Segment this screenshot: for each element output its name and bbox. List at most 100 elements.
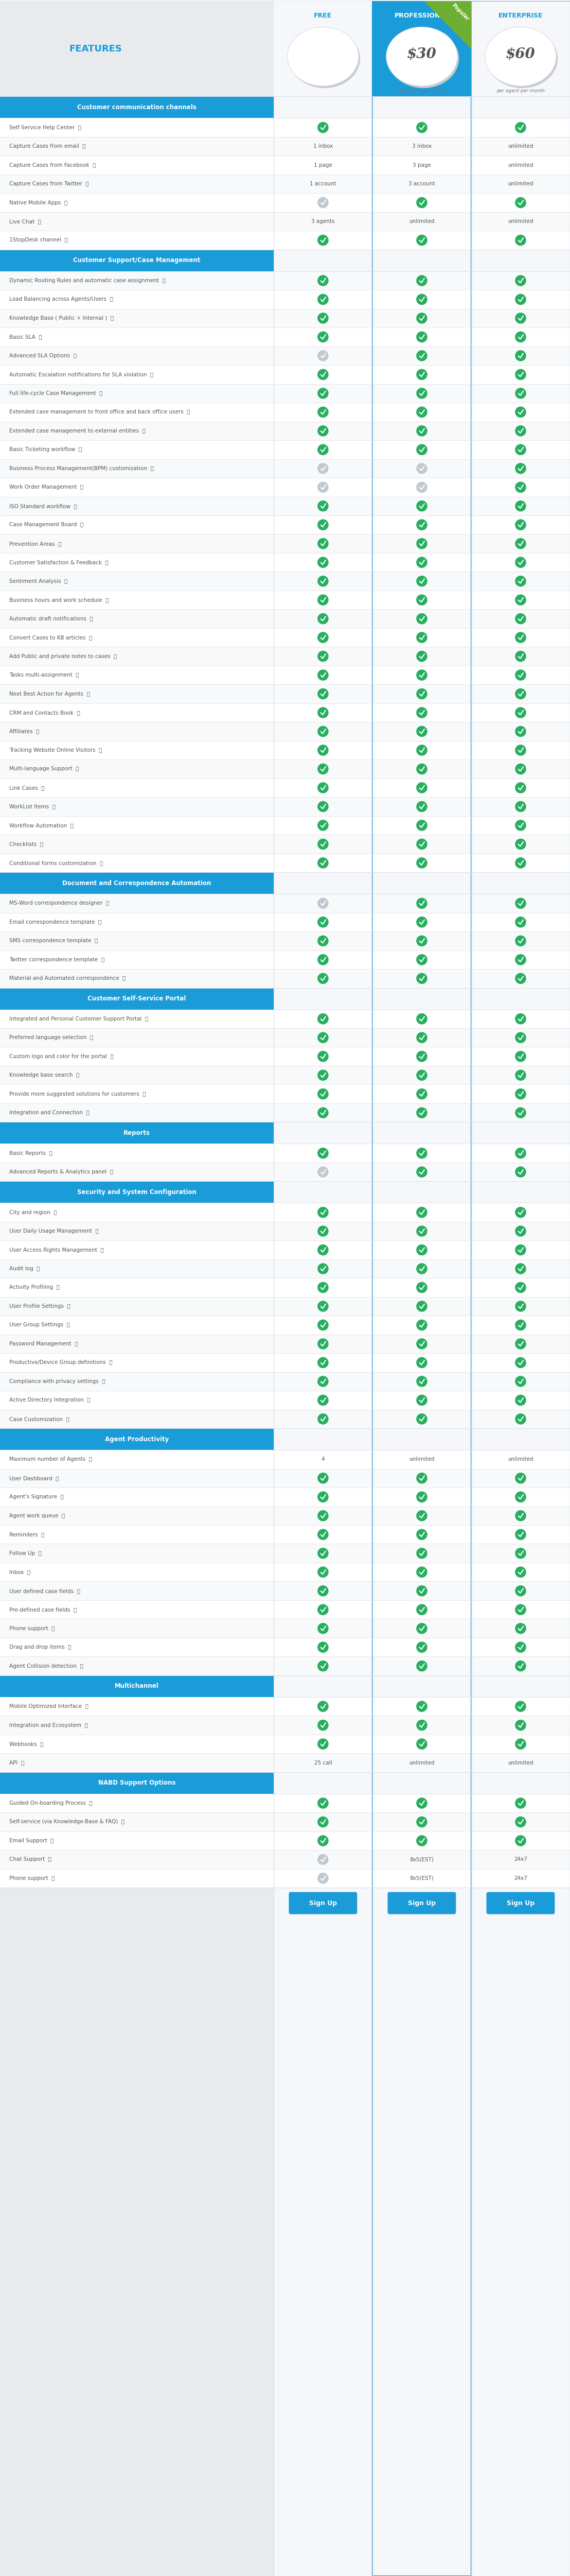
Circle shape: [515, 896, 527, 909]
Circle shape: [317, 1069, 329, 1082]
Circle shape: [515, 858, 527, 868]
Circle shape: [416, 595, 428, 605]
Text: Custom logo and color for the portal  ⓘ: Custom logo and color for the portal ⓘ: [9, 1054, 113, 1059]
Circle shape: [515, 538, 527, 549]
Circle shape: [416, 1069, 428, 1082]
Text: per agent per month: per agent per month: [398, 88, 446, 93]
Text: Productive/Device Group definitions  ⓘ: Productive/Device Group definitions ⓘ: [9, 1360, 112, 1365]
Text: $60: $60: [506, 46, 535, 62]
Circle shape: [416, 443, 428, 456]
Text: Self-service (via Knowledge-Base & FAQ)  ⓘ: Self-service (via Knowledge-Base & FAQ) …: [9, 1819, 124, 1824]
Text: Case Customization  ⓘ: Case Customization ⓘ: [9, 1417, 70, 1422]
Circle shape: [317, 1492, 329, 1502]
Text: Self Service Help Center  ⓘ: Self Service Help Center ⓘ: [9, 124, 81, 129]
FancyBboxPatch shape: [0, 554, 570, 572]
Text: Advanced SLA Options  ⓘ: Advanced SLA Options ⓘ: [9, 353, 76, 358]
Ellipse shape: [287, 26, 359, 85]
Circle shape: [317, 276, 329, 286]
Circle shape: [317, 1566, 329, 1579]
Circle shape: [515, 1262, 527, 1275]
Circle shape: [416, 1659, 428, 1672]
Text: Drag and drop items  ⓘ: Drag and drop items ⓘ: [9, 1643, 71, 1649]
Text: 24x7: 24x7: [514, 1875, 527, 1880]
Text: 1 page: 1 page: [314, 162, 332, 167]
FancyBboxPatch shape: [0, 1698, 570, 1716]
Circle shape: [416, 1051, 428, 1061]
Text: User Dashboard  ⓘ: User Dashboard ⓘ: [9, 1476, 59, 1481]
Text: Extended case management to front office and back office users  ⓘ: Extended case management to front office…: [9, 410, 190, 415]
Circle shape: [317, 518, 329, 531]
Text: 25 call: 25 call: [314, 1759, 332, 1765]
Text: Tracking Website Online Visitors  ⓘ: Tracking Website Online Visitors ⓘ: [9, 747, 102, 752]
FancyBboxPatch shape: [0, 1486, 570, 1507]
Circle shape: [515, 1358, 527, 1368]
Text: NABD Support Options: NABD Support Options: [98, 1780, 176, 1785]
Text: Knowledge base search  ⓘ: Knowledge base search ⓘ: [9, 1072, 79, 1077]
Circle shape: [515, 1244, 527, 1257]
Circle shape: [317, 464, 329, 474]
Circle shape: [416, 1167, 428, 1177]
Circle shape: [317, 613, 329, 623]
Circle shape: [317, 350, 329, 361]
FancyBboxPatch shape: [0, 760, 570, 778]
FancyBboxPatch shape: [0, 1391, 570, 1409]
Circle shape: [317, 1414, 329, 1425]
Circle shape: [416, 234, 428, 247]
Circle shape: [416, 649, 428, 662]
Circle shape: [515, 1087, 527, 1100]
FancyBboxPatch shape: [0, 894, 570, 912]
Circle shape: [515, 1584, 527, 1597]
Circle shape: [515, 1816, 527, 1829]
Circle shape: [416, 1473, 428, 1484]
Text: FREE: FREE: [314, 13, 332, 18]
FancyBboxPatch shape: [0, 1450, 570, 1468]
Text: Basic Ticketing workflow  ⓘ: Basic Ticketing workflow ⓘ: [9, 448, 82, 453]
Circle shape: [515, 1492, 527, 1502]
FancyBboxPatch shape: [0, 778, 570, 796]
Circle shape: [416, 1816, 428, 1829]
Circle shape: [317, 953, 329, 966]
Circle shape: [515, 1641, 527, 1654]
Circle shape: [317, 631, 329, 644]
Circle shape: [416, 1605, 428, 1615]
FancyBboxPatch shape: [0, 1888, 274, 1919]
FancyBboxPatch shape: [0, 1525, 570, 1543]
Text: 8x5(EST): 8x5(EST): [410, 1857, 434, 1862]
Text: Sign Up: Sign Up: [507, 1899, 535, 1906]
Ellipse shape: [487, 28, 557, 88]
Circle shape: [416, 1700, 428, 1713]
Circle shape: [416, 1358, 428, 1368]
FancyBboxPatch shape: [0, 175, 570, 193]
Circle shape: [416, 1283, 428, 1293]
Circle shape: [317, 500, 329, 513]
Circle shape: [317, 858, 329, 868]
FancyBboxPatch shape: [0, 1278, 570, 1296]
Text: MS-Word correspondence designer  ⓘ: MS-Word correspondence designer ⓘ: [9, 902, 109, 907]
Circle shape: [515, 974, 527, 984]
FancyBboxPatch shape: [0, 193, 570, 211]
Text: Password Management  ⓘ: Password Management ⓘ: [9, 1342, 78, 1347]
FancyBboxPatch shape: [0, 1123, 274, 1144]
Circle shape: [317, 1641, 329, 1654]
Circle shape: [317, 726, 329, 737]
Circle shape: [317, 1659, 329, 1672]
Text: Sign Up: Sign Up: [309, 1899, 337, 1906]
Text: unlimited: unlimited: [409, 1458, 434, 1463]
FancyBboxPatch shape: [0, 1316, 570, 1334]
Circle shape: [416, 196, 428, 209]
Circle shape: [317, 1319, 329, 1332]
Text: Affiliates  ⓘ: Affiliates ⓘ: [9, 729, 39, 734]
Text: Load Balancing across Agents/Users  ⓘ: Load Balancing across Agents/Users ⓘ: [9, 296, 113, 301]
Circle shape: [515, 1108, 527, 1118]
FancyBboxPatch shape: [0, 912, 570, 933]
Circle shape: [515, 443, 527, 456]
FancyBboxPatch shape: [0, 1772, 274, 1793]
Text: SMS correspondence template  ⓘ: SMS correspondence template ⓘ: [9, 938, 98, 943]
Circle shape: [515, 1414, 527, 1425]
Circle shape: [317, 1087, 329, 1100]
Text: 1 inbox: 1 inbox: [313, 144, 333, 149]
Circle shape: [515, 1528, 527, 1540]
Circle shape: [416, 407, 428, 417]
FancyBboxPatch shape: [0, 1221, 570, 1242]
Circle shape: [317, 1108, 329, 1118]
